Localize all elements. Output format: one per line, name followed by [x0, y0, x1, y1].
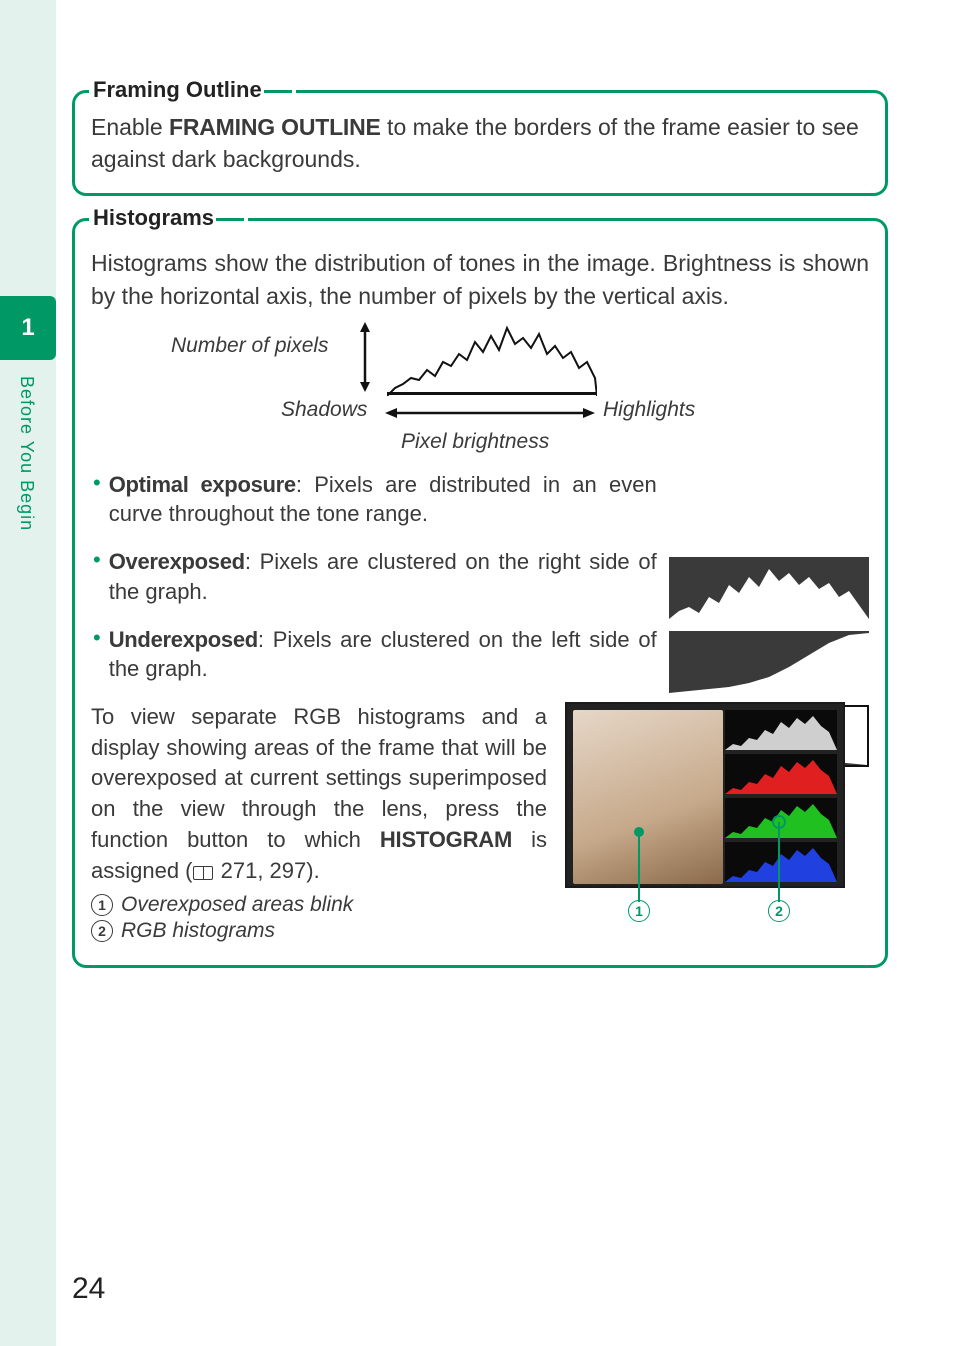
rgb-pages: 271, 297). [215, 858, 320, 883]
rgb-hist-b [725, 842, 837, 882]
highlights-label: Highlights [603, 398, 695, 422]
fr-text-bold: FRAMING OUTLINE [169, 114, 381, 140]
framing-outline-text: Enable FRAMING OUTLINE to make the borde… [91, 111, 869, 175]
bullet-bold: Underexposed [109, 627, 258, 652]
bullet-icon: • [93, 549, 101, 571]
histograms-box: Histograms Histograms show the distribut… [72, 218, 888, 967]
thumb-overexposed [669, 631, 869, 693]
callout-2-text: RGB histograms [121, 919, 275, 943]
page-number: 24 [72, 1272, 105, 1306]
y-axis-label: Number of pixels [171, 334, 329, 358]
rgb-paragraph: To view separate RGB histograms and a di… [91, 702, 547, 887]
bullet-text: Underexposed: Pixels are clustered on th… [109, 625, 657, 684]
bullet-icon: • [93, 627, 101, 649]
bullet-icon: • [93, 472, 101, 494]
preview-callout-1: 1 [628, 900, 650, 922]
rgb-histogram-stack [725, 710, 837, 882]
bullet-text: Optimal exposure: Pixels are distributed… [109, 470, 657, 529]
framing-outline-legend: Framing Outline [89, 77, 296, 103]
rgb-text-col: To view separate RGB histograms and a di… [91, 702, 547, 945]
rgb-bold: HISTOGRAM [380, 827, 512, 852]
framing-outline-box: Framing Outline Enable FRAMING OUTLINE t… [72, 90, 888, 196]
horizontal-arrow-icon [385, 406, 595, 420]
callout-2: 2 RGB histograms [91, 919, 547, 943]
manual-page: 1 Before You Begin Framing Outline Enabl… [0, 0, 954, 1346]
chapter-tab: 1 [0, 296, 56, 360]
legend-dash-icon [216, 218, 244, 221]
chapter-number: 1 [21, 314, 34, 342]
rgb-hist-lum [725, 710, 837, 750]
rgb-section: To view separate RGB histograms and a di… [91, 702, 869, 945]
framing-outline-title: Framing Outline [93, 77, 262, 102]
bullet-bold: Overexposed [109, 549, 245, 574]
callout-list: 1 Overexposed areas blink 2 RGB histogra… [91, 893, 547, 943]
bullet-text: Overexposed: Pixels are clustered on the… [109, 547, 657, 606]
rgb-hist-g [725, 798, 837, 838]
rgb-hist-r [725, 754, 837, 794]
callout-number-2: 2 [91, 920, 113, 942]
fr-text-pre: Enable [91, 114, 169, 140]
shadows-label: Shadows [281, 398, 367, 422]
histograms-desc: Histograms show the distribution of tone… [91, 247, 869, 311]
rgb-preview-wrap: 1 2 [565, 702, 845, 945]
rgb-preview-photo [573, 710, 723, 884]
page-left-margin [0, 0, 56, 1346]
x-axis-label: Pixel brightness [401, 430, 549, 454]
histograms-title: Histograms [93, 205, 214, 230]
histogram-curve [387, 318, 597, 396]
histograms-legend: Histograms [89, 205, 248, 231]
callout-1: 1 Overexposed areas blink [91, 893, 547, 917]
bullet-bold: Optimal exposure [109, 472, 296, 497]
preview-callout-2: 2 [768, 900, 790, 922]
bullet-optimal: • Optimal exposure: Pixels are distribut… [91, 470, 869, 529]
callout-1-text: Overexposed areas blink [121, 893, 353, 917]
histogram-baseline [387, 392, 597, 395]
chapter-title: Before You Begin [16, 376, 37, 531]
manual-page-ref-icon [193, 866, 213, 880]
callout-number-1: 1 [91, 894, 113, 916]
legend-dash-icon [264, 90, 292, 93]
histogram-diagram: Number of pixels Shadows Highlights Pixe… [91, 316, 871, 456]
page-content: Framing Outline Enable FRAMING OUTLINE t… [72, 90, 888, 968]
vertical-arrow-icon [357, 322, 373, 392]
thumb-optimal [669, 557, 869, 619]
rgb-preview-screen [565, 702, 845, 888]
